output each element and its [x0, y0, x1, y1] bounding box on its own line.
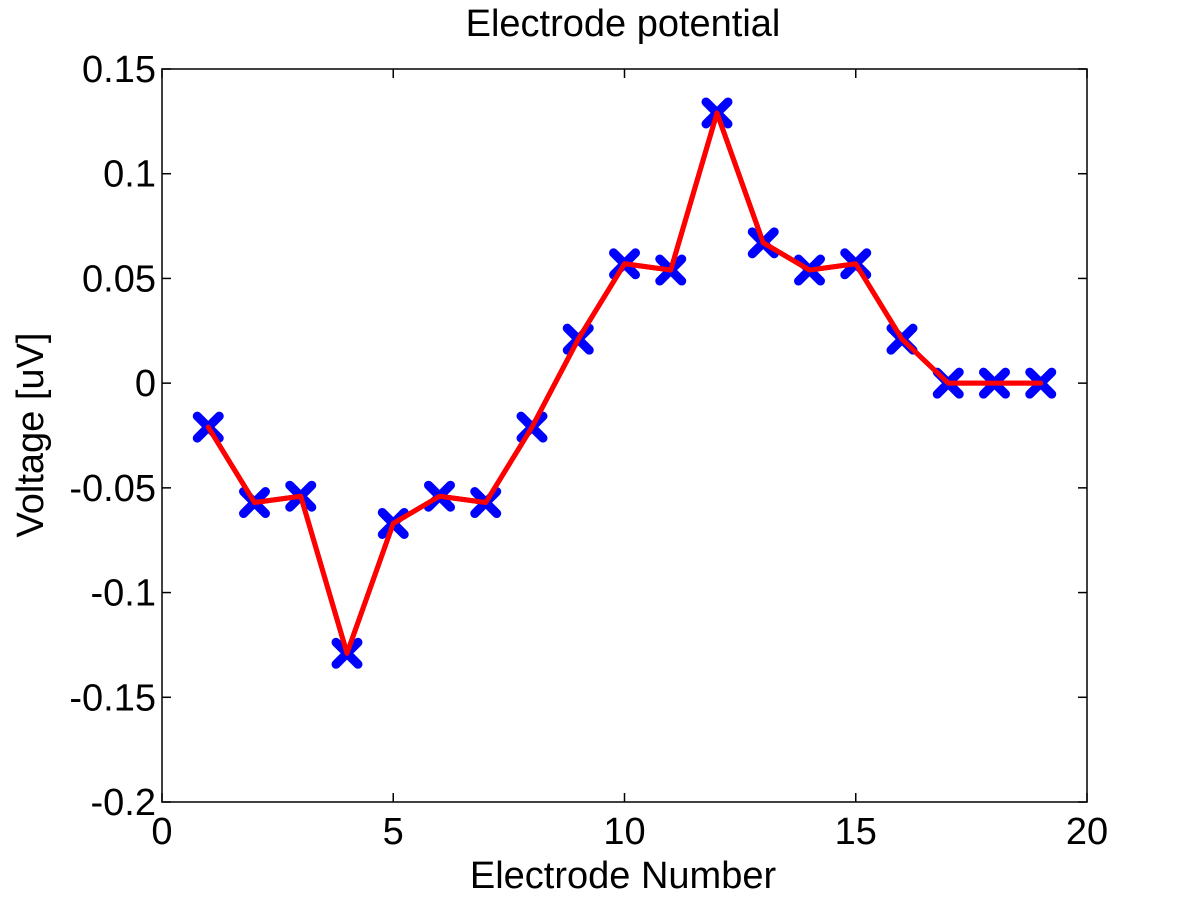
- y-tick-label: -0.1: [91, 573, 156, 615]
- x-tick-label: 5: [383, 811, 404, 853]
- y-axis-label: Voltage [uV]: [10, 333, 52, 538]
- x-tick-label: 20: [1066, 811, 1108, 853]
- y-tick-label: 0.1: [103, 154, 156, 196]
- series-markers: [192, 97, 1057, 669]
- x-axis: 0 5 10 15 20: [151, 69, 1108, 853]
- y-axis: -0.2 -0.15 -0.1 -0.05 0 0.05 0.1 0.15: [69, 49, 1087, 824]
- x-tick-label: 0: [151, 811, 172, 853]
- y-tick-label: -0.15: [69, 677, 156, 719]
- series-line-overlay: [205, 110, 1044, 656]
- y-tick-label: 0.05: [82, 258, 156, 300]
- y-tick-label: 0: [135, 363, 156, 405]
- x-tick-label: 10: [603, 811, 645, 853]
- y-tick-label: 0.15: [82, 49, 156, 91]
- x-axis-label: Electrode Number: [470, 855, 777, 897]
- plot-area: [161, 68, 1088, 803]
- x-tick-label: 15: [835, 811, 877, 853]
- y-tick-label: -0.05: [69, 468, 156, 510]
- y-tick-label: -0.2: [91, 782, 156, 824]
- chart-title: Electrode potential: [466, 3, 781, 45]
